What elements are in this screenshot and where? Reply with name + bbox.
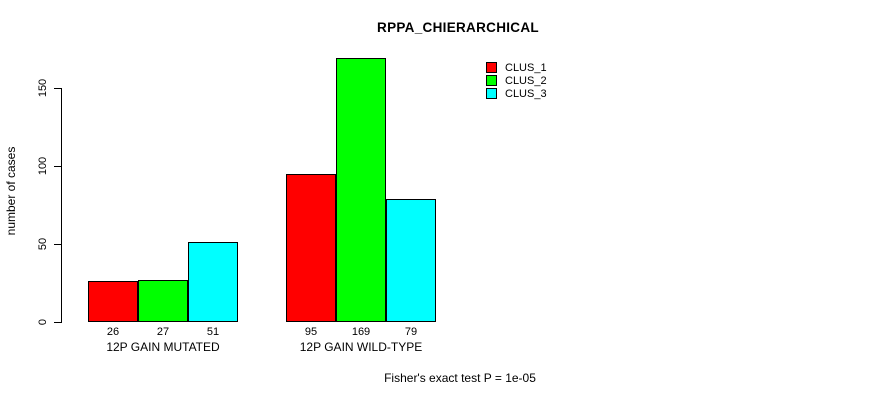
y-axis-tick-label: 0 — [37, 318, 49, 326]
legend-label: CLUS_3 — [505, 87, 547, 100]
legend-swatch-clus_3 — [486, 88, 497, 99]
bar-value-label: 51 — [206, 326, 220, 338]
bar-value-label: 79 — [404, 326, 418, 338]
y-axis-line — [61, 88, 62, 323]
category-label: 12P GAIN MUTATED — [106, 340, 220, 354]
y-axis-tick-label: 50 — [37, 237, 49, 251]
bar-clus_3-group2 — [386, 199, 436, 322]
legend-swatch-clus_2 — [486, 75, 497, 86]
legend-item: CLUS_1 — [486, 61, 547, 74]
bar-clus_2-group2 — [336, 58, 386, 322]
y-axis-tick-label: 150 — [37, 78, 49, 98]
legend-swatch-clus_1 — [486, 62, 497, 73]
y-axis-tick-label: 100 — [37, 156, 49, 176]
chart-title: RPPA_CHIERARCHICAL — [377, 20, 539, 35]
bar-clus_1-group2 — [286, 174, 336, 322]
y-axis-title: number of cases — [4, 146, 18, 236]
legend-label: CLUS_1 — [505, 61, 547, 74]
legend-label: CLUS_2 — [505, 74, 547, 87]
category-label: 12P GAIN WILD-TYPE — [299, 340, 423, 354]
bar-clus_2-group1 — [138, 280, 188, 322]
y-axis-tick — [54, 88, 61, 89]
annotation-pvalue: Fisher's exact test P = 1e-05 — [384, 371, 536, 385]
y-axis-tick — [54, 244, 61, 245]
bar-value-label: 26 — [106, 326, 120, 338]
legend: CLUS_1 CLUS_2 CLUS_3 — [486, 61, 547, 100]
bar-value-label: 95 — [304, 326, 318, 338]
legend-item: CLUS_3 — [486, 87, 547, 100]
bar-value-label: 169 — [351, 326, 371, 338]
bar-clus_3-group1 — [188, 242, 238, 322]
y-axis-tick — [54, 322, 61, 323]
bar-clus_1-group1 — [88, 281, 138, 322]
bar-value-label: 27 — [156, 326, 170, 338]
y-axis-tick — [54, 166, 61, 167]
legend-item: CLUS_2 — [486, 74, 547, 87]
